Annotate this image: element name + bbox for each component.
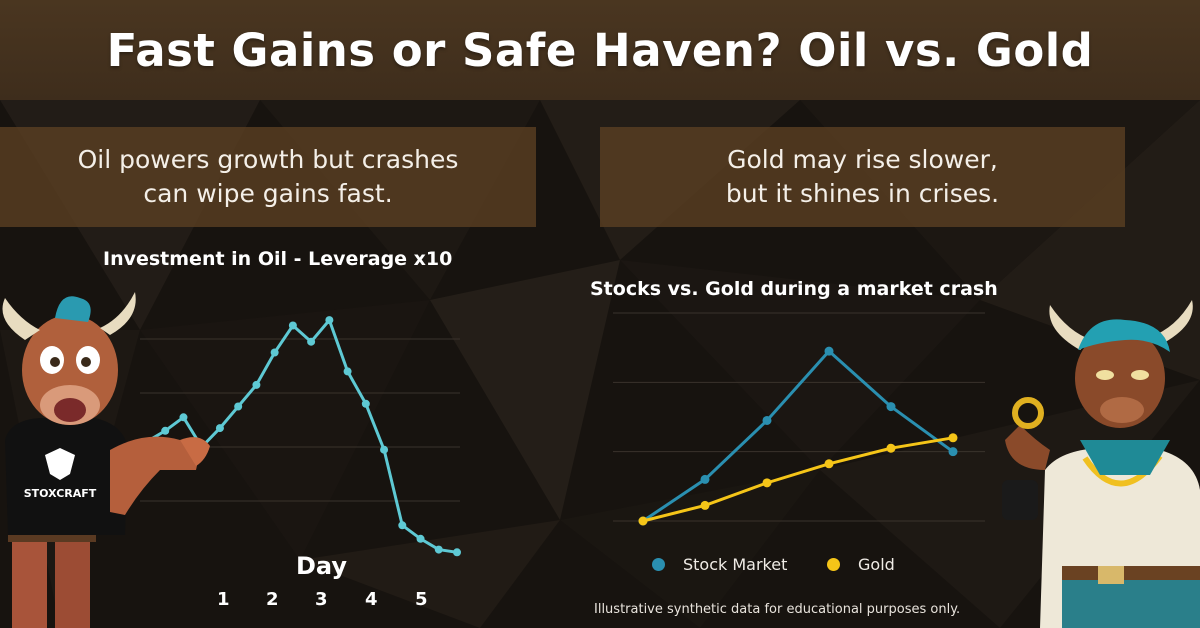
title-bar: Fast Gains or Safe Haven? Oil vs. Gold	[0, 0, 1200, 100]
stock-market-data-point	[824, 346, 834, 356]
oil-x-tick: 2	[266, 589, 279, 610]
oil-data-point	[234, 402, 243, 411]
gold-data-point	[762, 478, 772, 488]
gold-series-line	[642, 436, 954, 523]
oil-chart-title: Investment in Oil - Leverage x10	[103, 248, 453, 270]
oil-caption-panel: Oil powers growth but crashes can wipe g…	[0, 127, 536, 227]
oil-caption-line-2: can wipe gains fast.	[143, 179, 393, 208]
legend-dot-stock-market	[652, 558, 665, 571]
gold-data-point	[638, 516, 648, 526]
legend-dot-gold	[827, 558, 840, 571]
oil-x-tick: 4	[365, 589, 378, 610]
gold-data-point	[886, 443, 896, 453]
gold-data-point	[948, 433, 958, 443]
stock-market-data-point	[700, 474, 710, 484]
oil-data-point	[252, 380, 261, 389]
gold-caption-panel: Gold may rise slower, but it shines in c…	[600, 127, 1125, 227]
oil-data-point	[270, 348, 279, 357]
oil-data-point	[179, 413, 188, 422]
gold-data-point	[824, 459, 834, 469]
oil-chart-series	[143, 316, 461, 557]
oil-x-tick: 5	[415, 589, 428, 610]
stocks-gold-chart-series	[638, 346, 958, 526]
stocks-gold-chart-grid	[613, 312, 985, 522]
oil-data-point	[380, 445, 389, 454]
oil-data-point	[307, 337, 316, 346]
gold-chart-title: Stocks vs. Gold during a market crash	[590, 278, 998, 300]
oil-chart-xlabel: Day	[296, 552, 348, 580]
legend-item-stock-market: Stock Market	[652, 555, 787, 574]
stock-market-series-line	[642, 349, 954, 523]
gold-caption-line-1: Gold may rise slower,	[727, 145, 998, 174]
oil-data-point	[197, 443, 206, 451]
oil-data-point	[434, 545, 443, 554]
gold-caption-line-2: but it shines in crises.	[725, 179, 1000, 208]
disclaimer-note: Illustrative synthetic data for educatio…	[594, 602, 961, 617]
oil-data-point	[161, 426, 170, 435]
page-title: Fast Gains or Safe Haven? Oil vs. Gold	[106, 23, 1094, 77]
oil-data-point	[325, 316, 334, 325]
oil-caption-line-1: Oil powers growth but crashes	[77, 145, 459, 174]
oil-data-point	[453, 548, 461, 557]
oil-data-point	[215, 424, 224, 433]
oil-series-line	[146, 317, 458, 554]
stock-market-data-point	[886, 402, 896, 412]
stock-market-data-point	[762, 415, 772, 425]
oil-data-point	[416, 534, 425, 543]
stock-market-data-point	[948, 447, 958, 457]
legend-item-gold: Gold	[827, 555, 895, 574]
oil-data-point	[361, 399, 370, 408]
oil-data-point	[288, 321, 297, 330]
gold-data-point	[700, 500, 710, 510]
oil-x-tick: 3	[315, 589, 328, 610]
legend-label-gold: Gold	[858, 555, 895, 574]
oil-data-point	[343, 367, 352, 376]
oil-data-point	[398, 521, 407, 530]
oil-data-point	[143, 437, 151, 446]
oil-x-tick: 1	[217, 589, 230, 610]
legend-label-stock-market: Stock Market	[683, 555, 788, 574]
oil-chart-grid	[140, 338, 460, 502]
